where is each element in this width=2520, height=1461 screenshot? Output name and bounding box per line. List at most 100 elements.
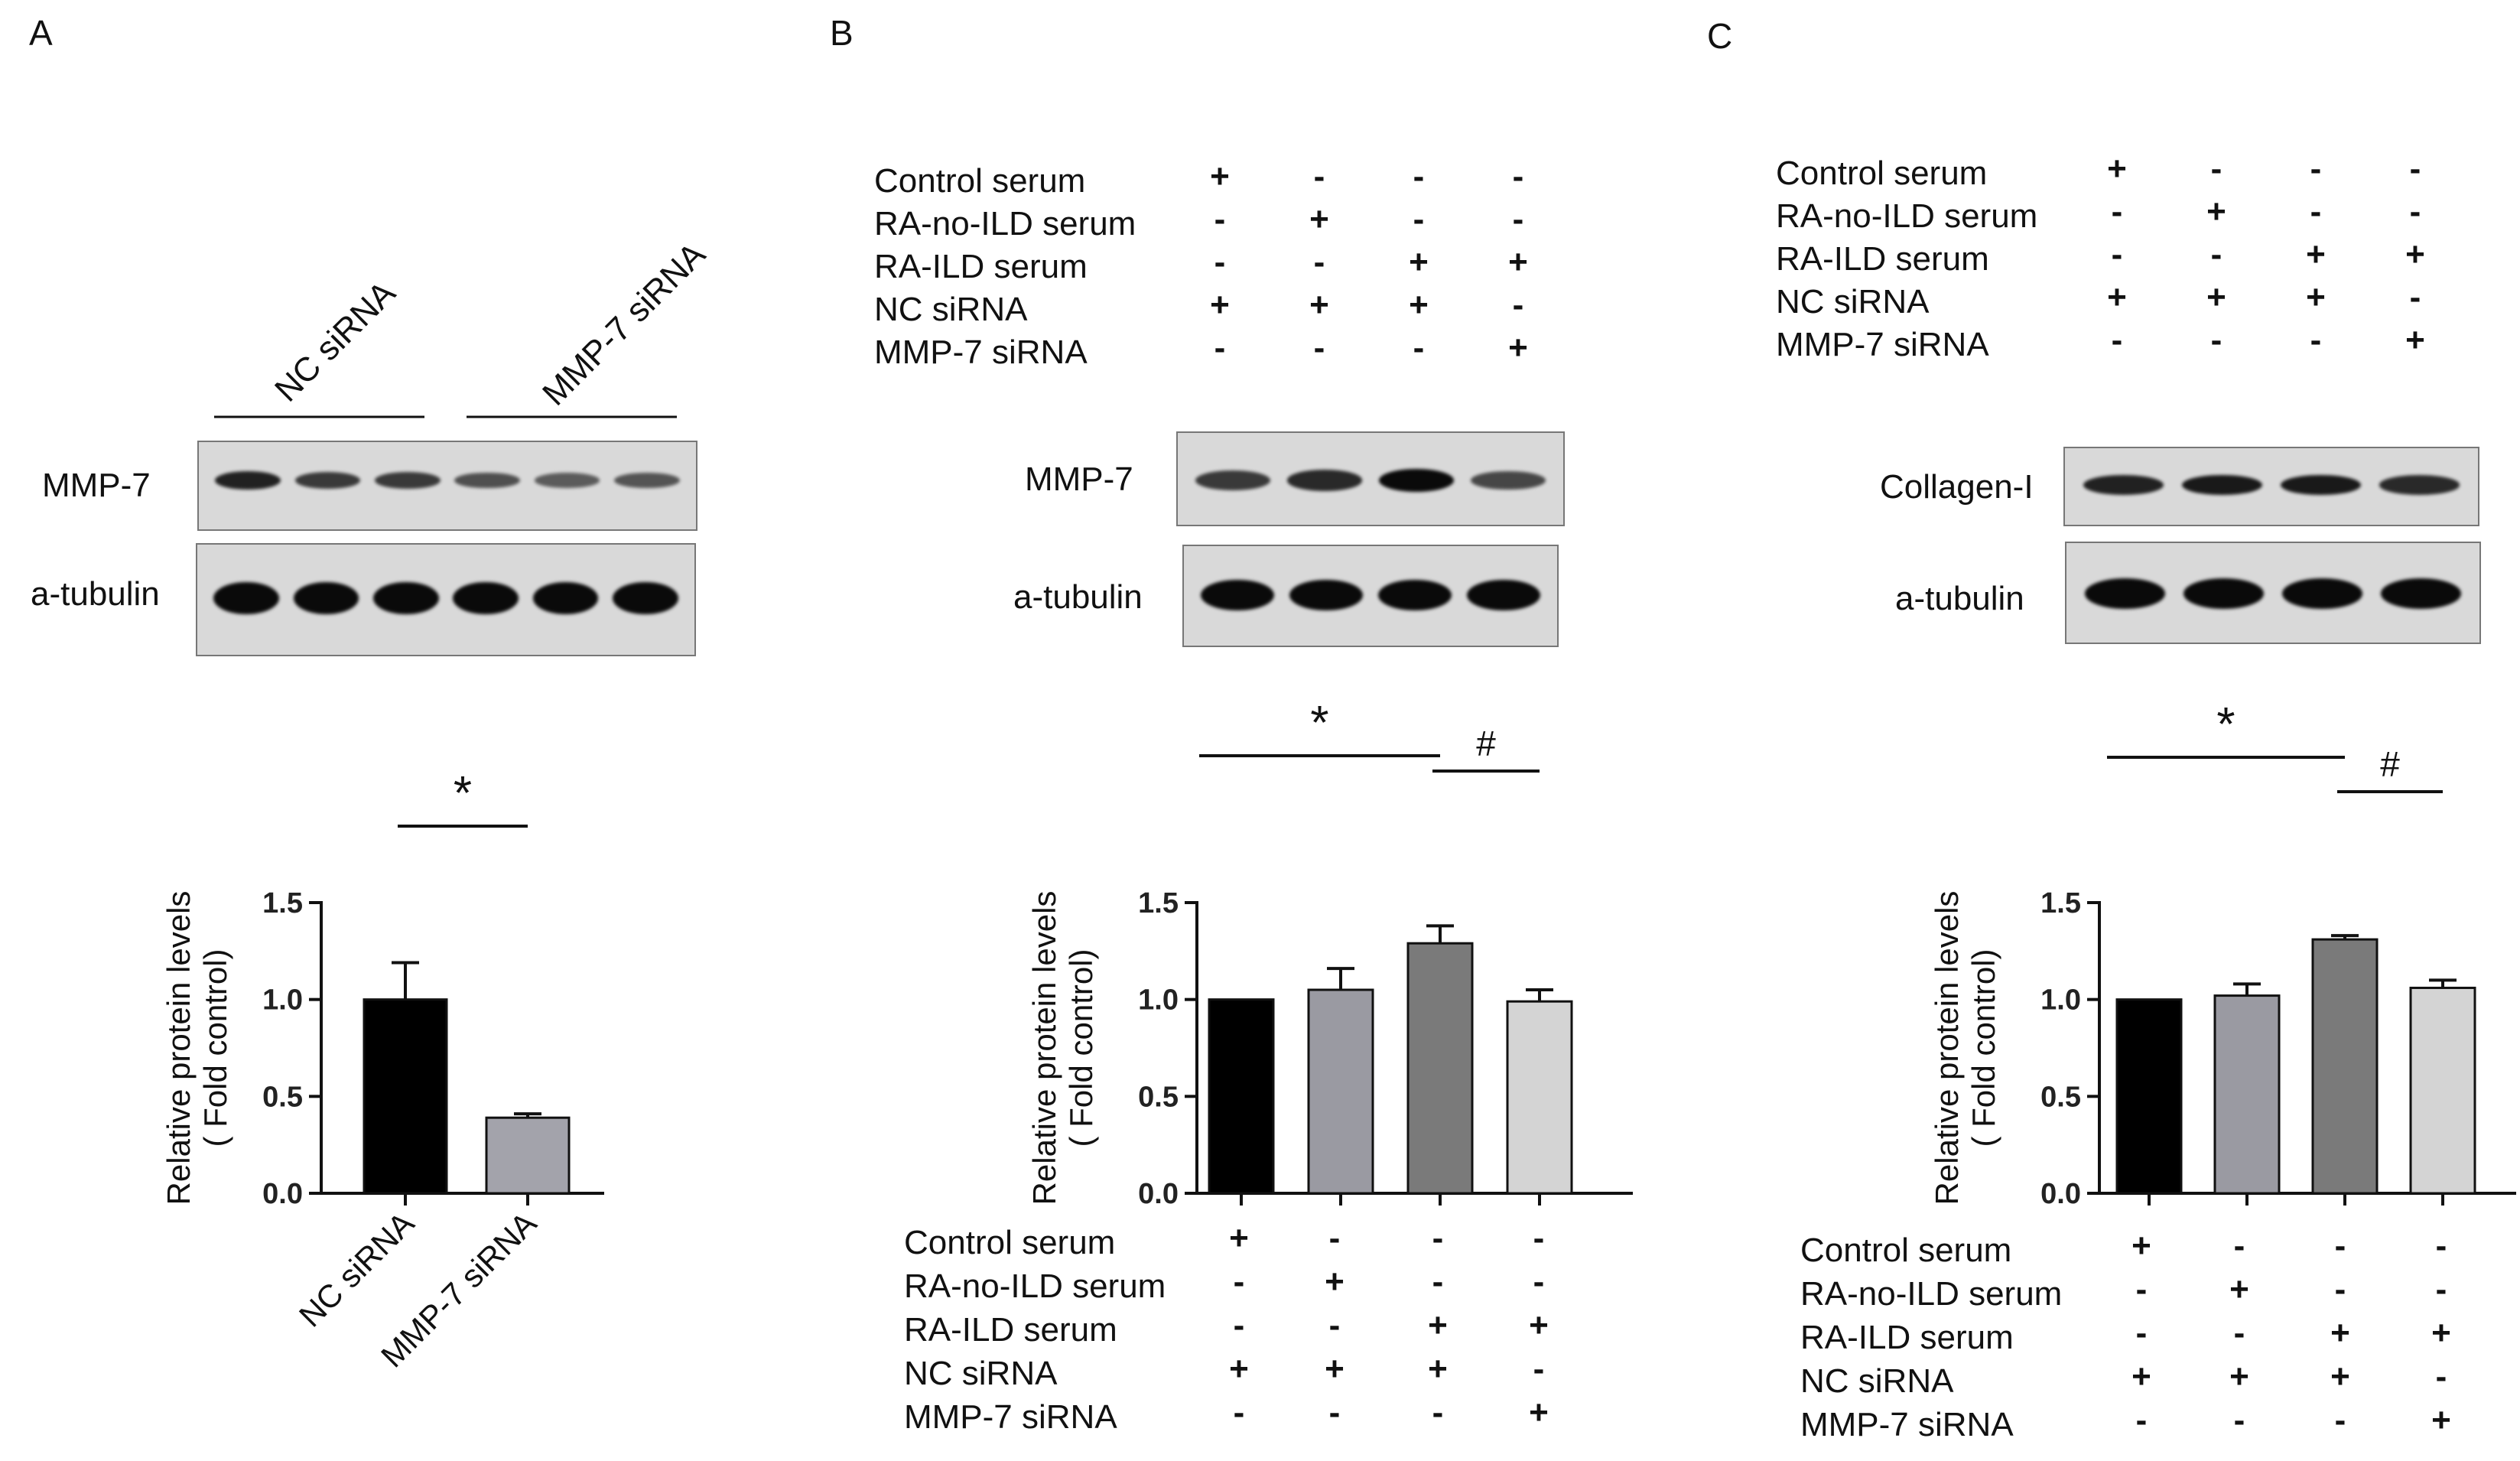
y-axis-label: Relative protein levels (1929, 891, 1965, 1206)
treatment-sign: + (2229, 1271, 2249, 1308)
western-blot-mmp7 (197, 441, 697, 531)
treatment-sign: - (2111, 236, 2123, 273)
blot-band (1201, 580, 1274, 610)
panel-label-b: B (830, 13, 854, 53)
treatment-sign: + (1409, 286, 1429, 324)
treatment-sign: - (2310, 321, 2322, 359)
y-axis-label-secondary: ( Fold control) (1966, 949, 2001, 1147)
treatment-label: NC siRNA (874, 291, 1028, 328)
blot-band (2281, 578, 2363, 609)
treatment-sign: - (1233, 1394, 1245, 1431)
treatment-sign: + (1529, 1394, 1549, 1431)
treatment-sign: + (2431, 1314, 2451, 1352)
y-tick-label: 1.5 (262, 887, 303, 919)
treatment-sign: - (2210, 236, 2222, 273)
treatment-sign: + (1508, 329, 1528, 366)
treatment-sign: + (1309, 200, 1329, 238)
treatment-label: MMP-7 siRNA (874, 334, 1088, 371)
bar-chart-a: 0.0 0.5 1.0 1.5 Relative protein levels( Fol… (161, 767, 604, 1374)
treatment-label: Control serum (1800, 1232, 2012, 1269)
bar (2311, 938, 2379, 1195)
treatment-sign: - (2409, 150, 2421, 187)
treatment-sign: + (1229, 1350, 1249, 1388)
treatment-sign: + (1325, 1350, 1345, 1388)
treatment-sign: + (1210, 158, 1230, 195)
treatment-sign: - (1533, 1219, 1545, 1257)
western-blot-a-tubulin-c (2065, 542, 2481, 644)
treatment-sign: + (2405, 236, 2425, 273)
treatment-label: MMP-7 siRNA (904, 1398, 1117, 1436)
blot-band (532, 582, 599, 614)
treatment-sign: - (2135, 1401, 2148, 1439)
blot-band (1470, 470, 1546, 490)
y-tick-label: 1.5 (2040, 887, 2081, 919)
treatment-sign: - (1313, 158, 1325, 195)
treatment-sign: - (2210, 321, 2222, 359)
treatment-sign: - (2310, 193, 2322, 230)
blot-label-a-tubulin-b: a-tubulin (1013, 578, 1143, 616)
treatment-sign: + (2206, 278, 2226, 316)
blot-label-a-tubulin: a-tubulin (31, 575, 160, 613)
treatment-sign: - (1328, 1219, 1341, 1257)
treatment-sign: - (2233, 1401, 2245, 1439)
treatment-sign: + (1508, 243, 1528, 281)
y-tick-label: 0.5 (262, 1081, 303, 1113)
treatment-sign: - (2435, 1227, 2447, 1264)
treatment-sign: - (1533, 1350, 1545, 1388)
treatment-label: NC siRNA (1800, 1362, 1954, 1400)
treatment-sign: - (1413, 329, 1425, 366)
treatment-label: RA-ILD serum (1800, 1319, 2014, 1356)
y-tick-label: 0.5 (2040, 1081, 2081, 1113)
blot-band (213, 582, 279, 614)
blot-band (293, 582, 359, 614)
treatment-sign: - (1533, 1263, 1545, 1300)
treatment-sign: + (2431, 1401, 2451, 1439)
treatment-sign: + (1309, 286, 1329, 324)
treatment-label: RA-ILD serum (1776, 240, 1989, 278)
treatment-sign: - (1413, 200, 1425, 238)
treatment-sign: - (2111, 193, 2123, 230)
treatment-label: RA-ILD serum (904, 1311, 1117, 1349)
treatment-sign: - (2334, 1401, 2346, 1439)
blot-band (453, 582, 519, 614)
treatment-sign: - (1233, 1306, 1245, 1344)
bar (1406, 942, 1474, 1195)
blot-band (294, 471, 361, 490)
treatment-sign: + (1229, 1219, 1249, 1257)
treatment-label: MMP-7 siRNA (1776, 326, 1989, 363)
blot-band (2083, 474, 2164, 496)
blot-band (454, 472, 520, 489)
treatment-sign: + (2330, 1314, 2350, 1352)
blot-band (1467, 580, 1540, 610)
blot-band (1378, 469, 1455, 492)
blot-band (2379, 475, 2460, 495)
treatment-sign: - (1313, 243, 1325, 281)
treatment-sign: - (1512, 286, 1524, 324)
blot-band (613, 582, 678, 614)
lane-group-lines (214, 415, 677, 418)
blot-band (2181, 474, 2263, 496)
y-tick-label: 1.0 (1138, 984, 1179, 1017)
bar (1506, 1000, 1573, 1195)
treatment-sign: - (2135, 1314, 2148, 1352)
treatment-label: RA-no-ILD serum (1776, 197, 2038, 235)
treatment-sign: - (2310, 150, 2322, 187)
treatment-sign: - (2334, 1271, 2346, 1308)
treatment-sign: + (2330, 1358, 2350, 1395)
y-axis-label: Relative protein levels (1026, 891, 1062, 1206)
significance-marker: * (2216, 698, 2235, 751)
blot-label-collagen-i: Collagen-I (1880, 468, 2034, 506)
significance-marker: * (1310, 697, 1328, 750)
y-tick-label: 1.0 (2040, 984, 2081, 1017)
blot-label-mmp7: MMP-7 (42, 467, 151, 504)
treatment-label: RA-no-ILD serum (874, 205, 1136, 242)
treatment-sign: + (2107, 278, 2127, 316)
treatment-sign: - (1313, 329, 1325, 366)
treatment-sign: - (1328, 1306, 1341, 1344)
treatment-sign: + (2206, 193, 2226, 230)
treatment-label: Control serum (874, 162, 1086, 200)
blot-band (215, 470, 281, 490)
treatment-sign: + (2306, 236, 2326, 273)
treatment-sign: + (2405, 321, 2425, 359)
y-tick-label: 0.0 (2040, 1178, 2081, 1210)
